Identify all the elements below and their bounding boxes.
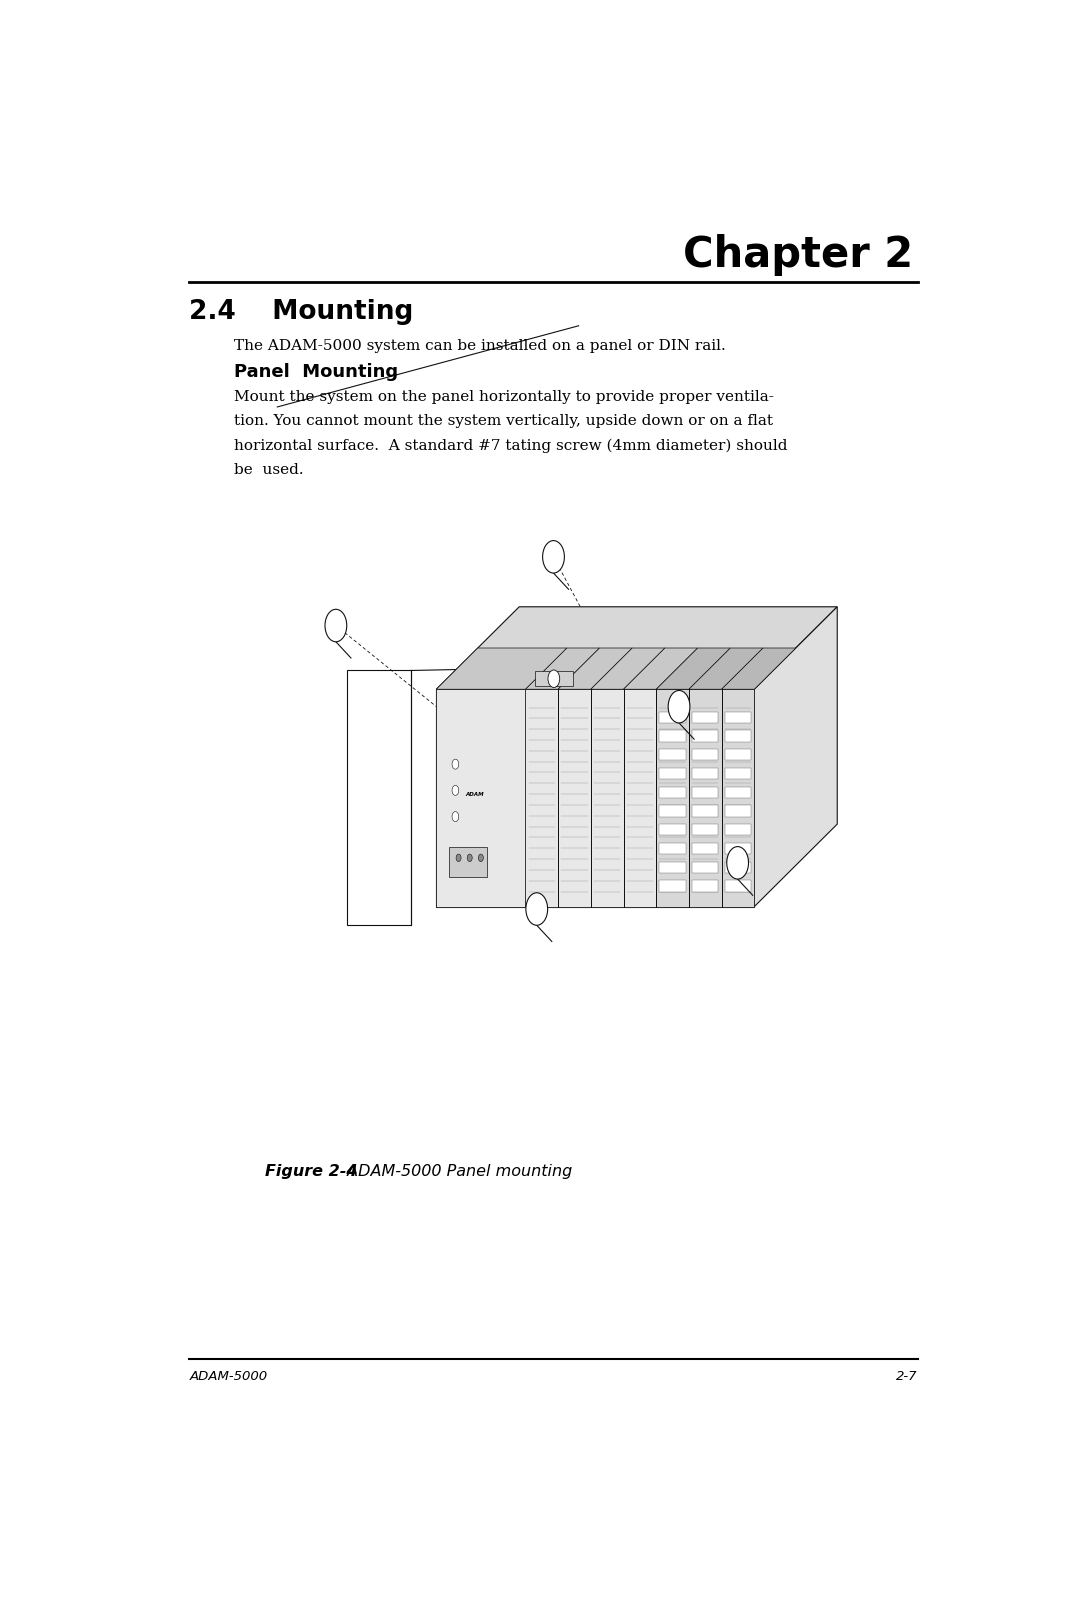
- Circle shape: [548, 670, 559, 688]
- Text: Chapter 2: Chapter 2: [684, 234, 914, 276]
- Polygon shape: [660, 787, 686, 798]
- Polygon shape: [436, 607, 837, 689]
- Polygon shape: [721, 689, 754, 907]
- Polygon shape: [692, 881, 718, 892]
- Polygon shape: [623, 689, 657, 907]
- Polygon shape: [436, 689, 754, 907]
- Polygon shape: [692, 712, 718, 723]
- Polygon shape: [692, 749, 718, 761]
- Circle shape: [453, 785, 459, 795]
- Polygon shape: [657, 649, 730, 689]
- Polygon shape: [660, 824, 686, 835]
- Circle shape: [468, 855, 472, 861]
- Polygon shape: [725, 749, 752, 761]
- Circle shape: [456, 855, 461, 861]
- Polygon shape: [660, 881, 686, 892]
- Polygon shape: [660, 806, 686, 816]
- Polygon shape: [692, 730, 718, 741]
- Polygon shape: [689, 689, 721, 907]
- Circle shape: [727, 847, 748, 879]
- Text: Panel  Mounting: Panel Mounting: [233, 363, 397, 381]
- Polygon shape: [725, 806, 752, 816]
- Polygon shape: [348, 670, 410, 925]
- Polygon shape: [591, 649, 665, 689]
- Polygon shape: [725, 730, 752, 741]
- Polygon shape: [692, 787, 718, 798]
- Polygon shape: [725, 787, 752, 798]
- Polygon shape: [660, 767, 686, 779]
- Polygon shape: [692, 824, 718, 835]
- Polygon shape: [725, 712, 752, 723]
- Circle shape: [325, 610, 347, 642]
- Polygon shape: [623, 649, 698, 689]
- Circle shape: [542, 540, 565, 573]
- Polygon shape: [436, 689, 525, 907]
- Text: 2.4    Mounting: 2.4 Mounting: [189, 298, 414, 324]
- Text: 2-7: 2-7: [896, 1369, 918, 1382]
- Polygon shape: [558, 649, 632, 689]
- Polygon shape: [754, 607, 837, 907]
- Polygon shape: [692, 843, 718, 855]
- Polygon shape: [725, 881, 752, 892]
- Text: be  used.: be used.: [233, 462, 303, 477]
- Text: The ADAM-5000 system can be installed on a panel or DIN rail.: The ADAM-5000 system can be installed on…: [233, 339, 726, 352]
- Text: ADAM: ADAM: [465, 792, 484, 796]
- Polygon shape: [692, 861, 718, 873]
- Polygon shape: [689, 649, 764, 689]
- Polygon shape: [660, 730, 686, 741]
- Polygon shape: [535, 672, 572, 686]
- Polygon shape: [725, 767, 752, 779]
- Polygon shape: [657, 689, 689, 907]
- Text: tion. You cannot mount the system vertically, upside down or on a flat: tion. You cannot mount the system vertic…: [233, 414, 773, 428]
- Polygon shape: [591, 689, 623, 907]
- Polygon shape: [725, 843, 752, 855]
- Polygon shape: [692, 767, 718, 779]
- Polygon shape: [725, 824, 752, 835]
- Polygon shape: [660, 749, 686, 761]
- Circle shape: [669, 691, 690, 723]
- Text: Mount the system on the panel horizontally to provide proper ventila-: Mount the system on the panel horizontal…: [233, 389, 773, 404]
- Circle shape: [526, 892, 548, 925]
- Polygon shape: [725, 861, 752, 873]
- Polygon shape: [449, 847, 487, 876]
- Polygon shape: [721, 649, 796, 689]
- Circle shape: [478, 855, 484, 861]
- Polygon shape: [436, 649, 567, 689]
- Polygon shape: [692, 806, 718, 816]
- Circle shape: [453, 759, 459, 769]
- Polygon shape: [558, 689, 591, 907]
- Text: ADAM-5000: ADAM-5000: [189, 1369, 268, 1382]
- Circle shape: [453, 811, 459, 822]
- Polygon shape: [660, 843, 686, 855]
- Polygon shape: [660, 861, 686, 873]
- Text: ADAM-5000 Panel mounting: ADAM-5000 Panel mounting: [341, 1165, 572, 1179]
- Text: horizontal surface.  A standard #7 tating screw (4mm diameter) should: horizontal surface. A standard #7 tating…: [233, 438, 787, 453]
- Polygon shape: [525, 689, 558, 907]
- Polygon shape: [660, 712, 686, 723]
- Text: Figure 2-4: Figure 2-4: [265, 1165, 357, 1179]
- Polygon shape: [525, 649, 599, 689]
